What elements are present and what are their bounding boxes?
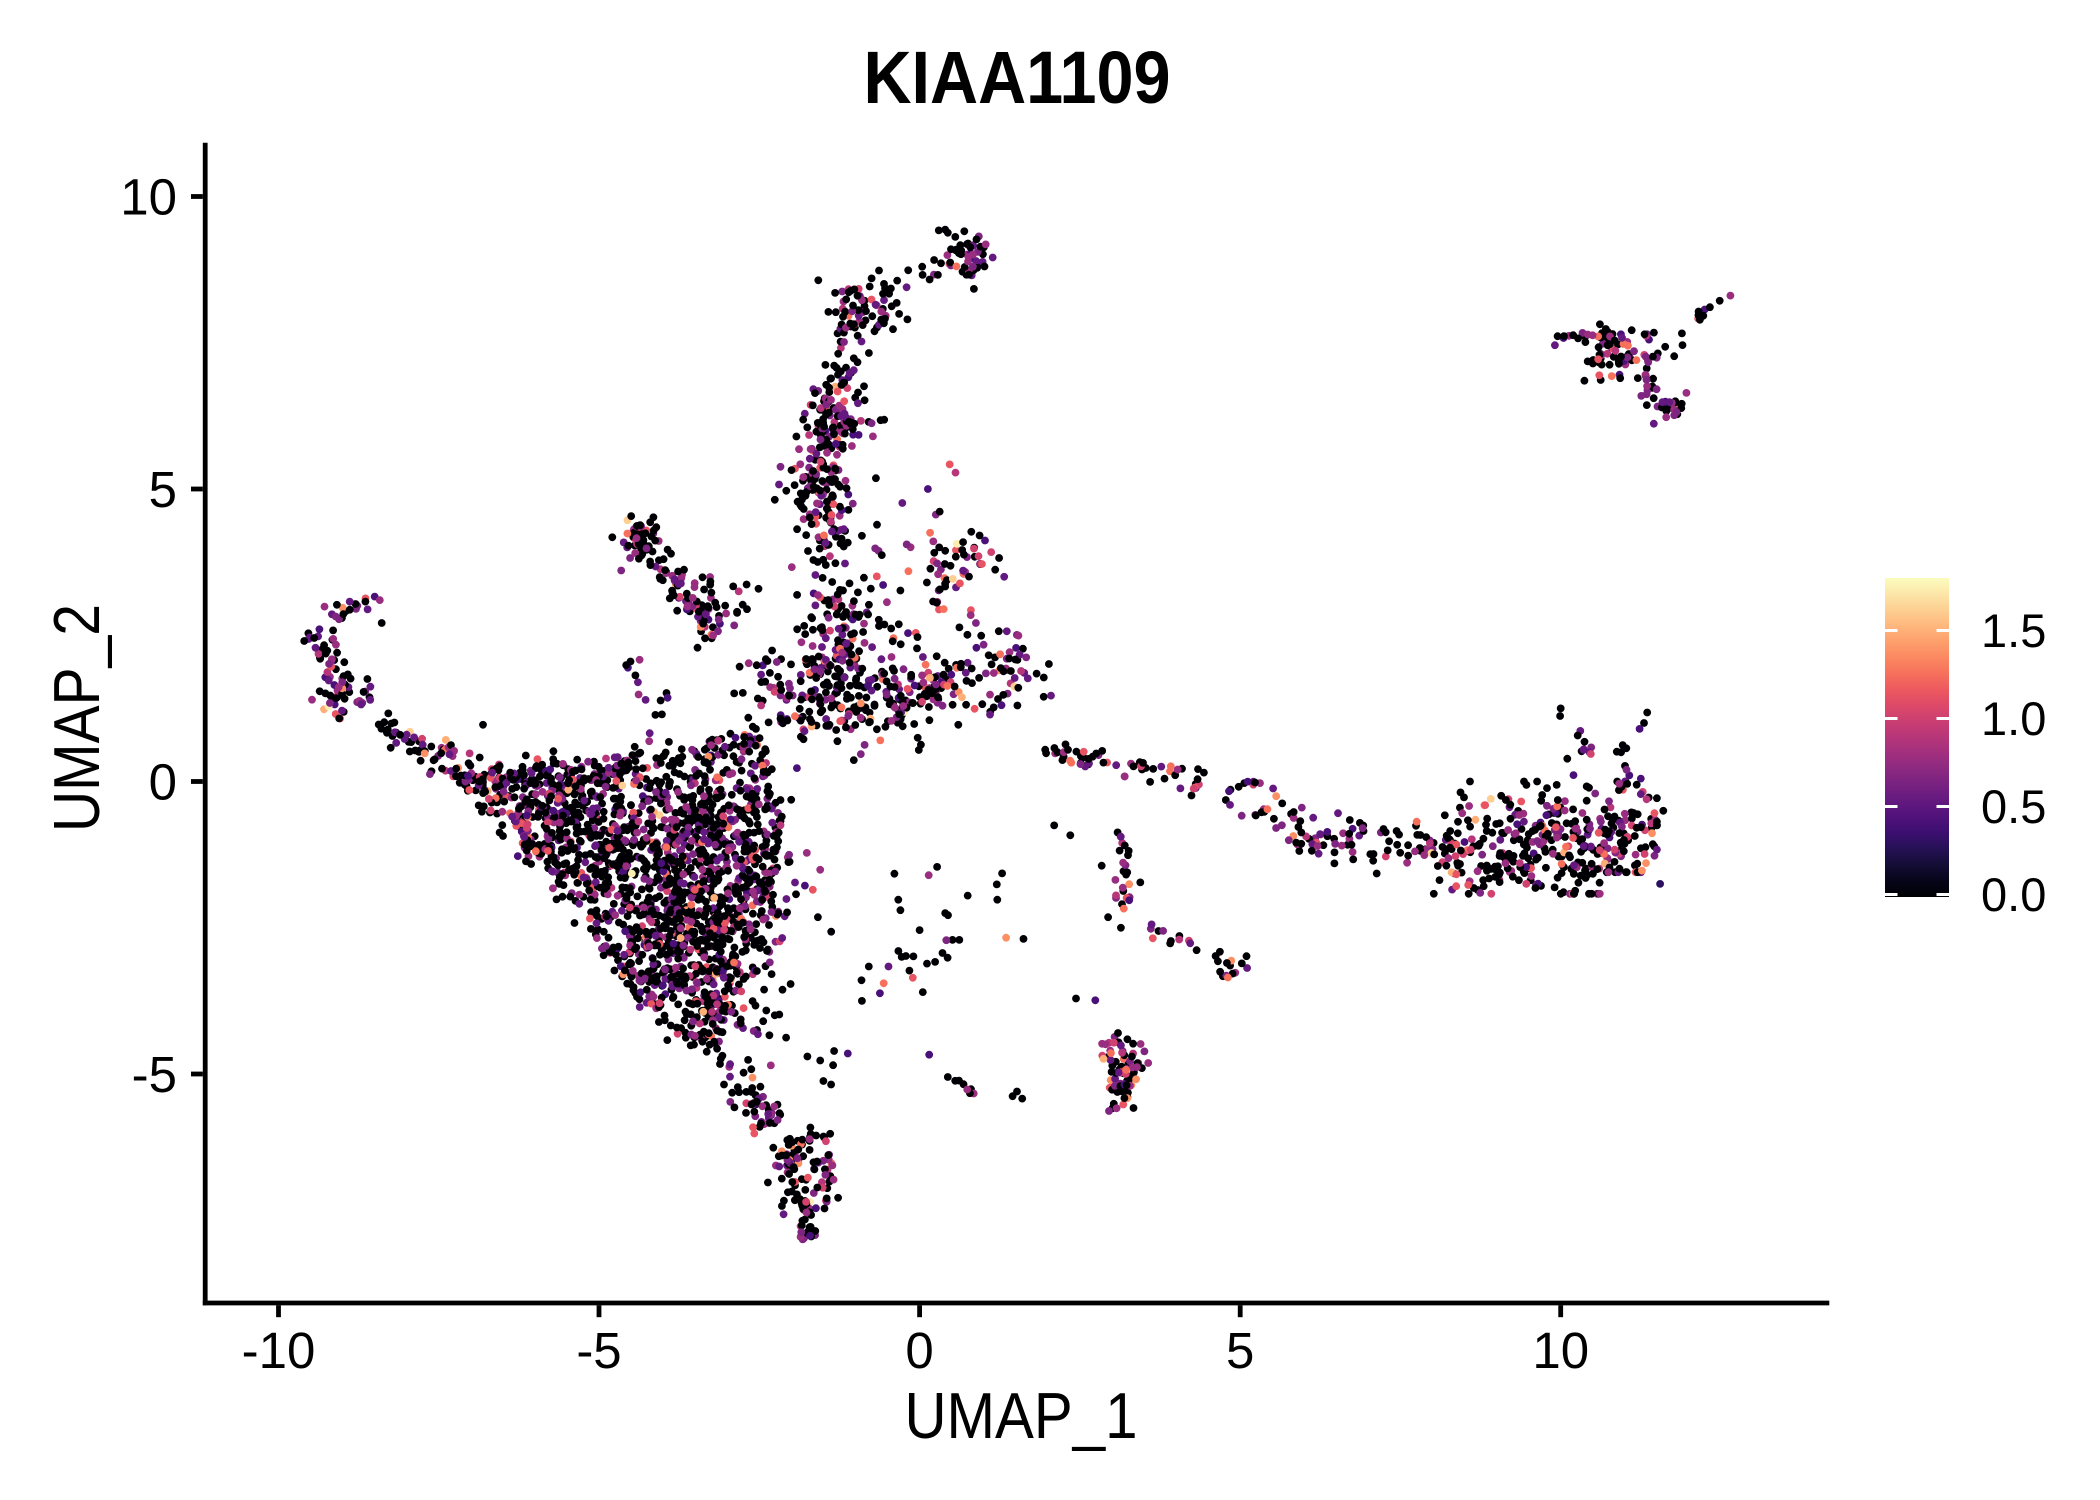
svg-text:0.0: 0.0 bbox=[1981, 868, 2046, 921]
svg-text:5: 5 bbox=[149, 461, 177, 518]
svg-text:10: 10 bbox=[1532, 1322, 1589, 1379]
svg-text:1.0: 1.0 bbox=[1981, 692, 2046, 745]
svg-text:5: 5 bbox=[1226, 1322, 1254, 1379]
svg-text:0: 0 bbox=[149, 754, 177, 811]
svg-text:UMAP_2: UMAP_2 bbox=[40, 604, 113, 832]
svg-text:UMAP_1: UMAP_1 bbox=[905, 1379, 1138, 1452]
svg-text:-5: -5 bbox=[132, 1046, 177, 1103]
svg-text:-10: -10 bbox=[242, 1322, 316, 1379]
svg-text:KIAA1109: KIAA1109 bbox=[864, 36, 1171, 119]
svg-text:1.5: 1.5 bbox=[1981, 604, 2046, 657]
svg-text:10: 10 bbox=[120, 169, 177, 226]
svg-text:0.5: 0.5 bbox=[1981, 780, 2046, 833]
svg-text:0: 0 bbox=[905, 1322, 933, 1379]
svg-text:-5: -5 bbox=[576, 1322, 621, 1379]
